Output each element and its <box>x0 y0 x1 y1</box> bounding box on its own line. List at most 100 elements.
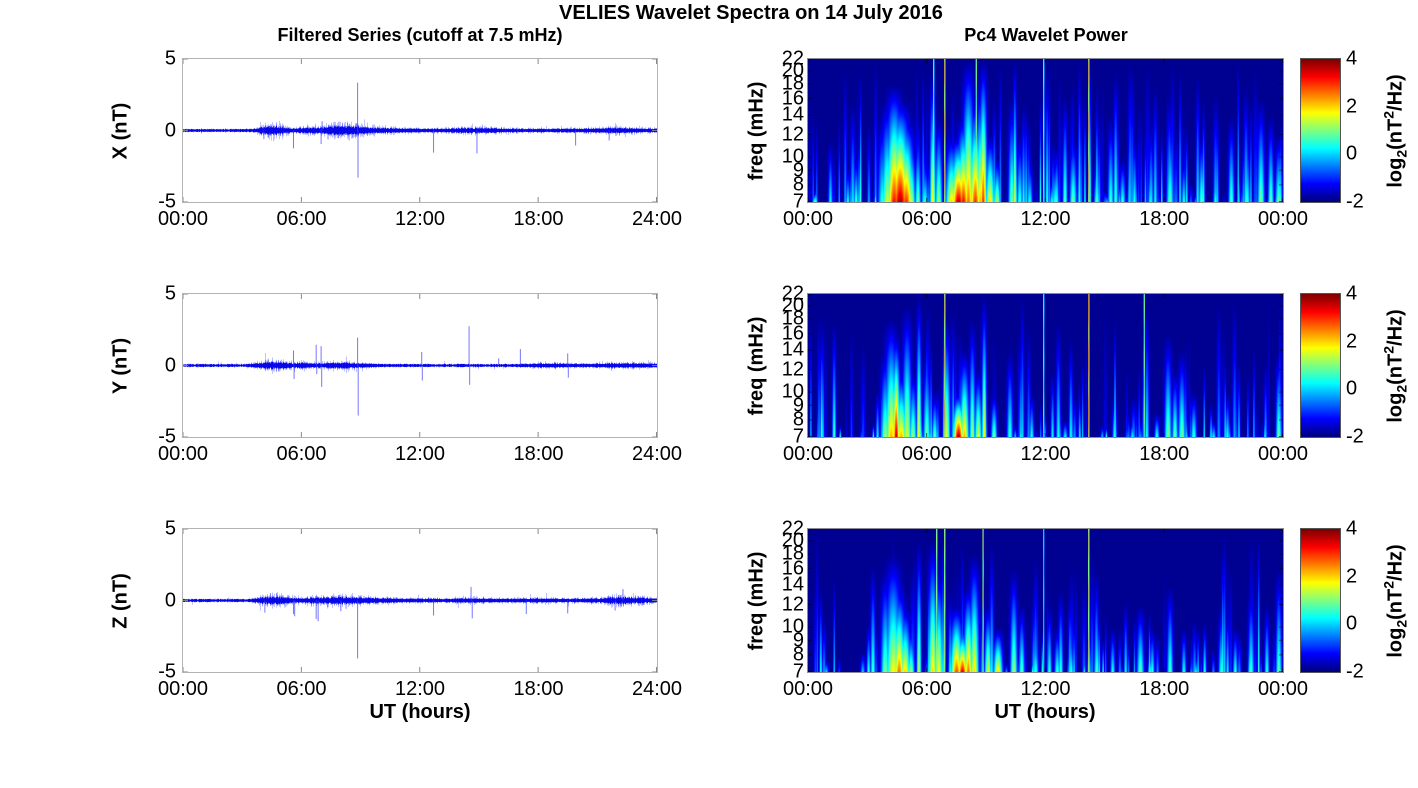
x-tick-label: 00:00 <box>1257 443 1309 465</box>
x-tick-label: 18:00 <box>513 208 564 230</box>
x-tick-label: 12:00 <box>394 443 446 465</box>
figure-title: VELIES Wavelet Spectra on 14 July 2016 <box>559 2 943 24</box>
x-tick-label: 12:00 <box>394 678 446 700</box>
x-tick-label: 00:00 <box>782 208 834 230</box>
z-wavelet-power-plot <box>808 529 1283 672</box>
freq-tick-label: 22 <box>781 517 804 540</box>
freq-tick-label: 14 <box>781 338 804 361</box>
x-tick-label: 06:00 <box>276 443 327 465</box>
x-tick-label: 00:00 <box>157 208 209 230</box>
freq-tick-label: 16 <box>781 557 804 580</box>
freq-tick-label: 9 <box>792 394 804 417</box>
right-column-title: Pc4 Wavelet Power <box>964 25 1128 45</box>
freq-tick-label: 20 <box>781 529 804 552</box>
x-tick-label: 12:00 <box>1020 443 1071 465</box>
y-tick-label: 5 <box>164 47 176 70</box>
z-wavelet-power-panel <box>807 528 1284 673</box>
x-tick-label: 12:00 <box>394 208 446 230</box>
z-wavelet-power-colorbar <box>1300 528 1341 673</box>
y-tick-label: -5 <box>158 190 176 213</box>
y-wavelet-power-y-axis-label: freq (mHz) <box>745 316 768 415</box>
x-filtered-series-y-axis-label: X (nT) <box>109 102 132 159</box>
x-wavelet-power-panel <box>807 58 1284 203</box>
x-tick-label: 12:00 <box>1020 208 1071 230</box>
x-wavelet-power-colorbar <box>1300 58 1341 203</box>
y-filtered-series-y-axis-label: Y (nT) <box>109 337 132 394</box>
x-tick-label: 12:00 <box>1020 678 1071 700</box>
colorbar-axis-label: log2(nT2/Hz) <box>1380 543 1410 658</box>
freq-tick-label: 7 <box>792 425 804 448</box>
colorbar-axis-label: log2(nT2/Hz) <box>1380 73 1410 188</box>
freq-tick-label: 20 <box>781 59 804 82</box>
freq-tick-label: 20 <box>781 294 804 317</box>
freq-tick-label: 22 <box>781 282 804 305</box>
colorbar-tick-label: 4 <box>1346 282 1358 305</box>
x-filtered-series-panel <box>182 58 658 203</box>
x-tick-label: 18:00 <box>1139 208 1190 230</box>
freq-tick-label: 9 <box>792 159 804 182</box>
y-wavelet-power-panel <box>807 293 1284 438</box>
freq-tick-label: 8 <box>792 643 804 666</box>
colorbar-tick-label: 0 <box>1346 377 1358 400</box>
freq-tick-label: 12 <box>781 123 804 146</box>
freq-tick-label: 16 <box>781 322 804 345</box>
freq-tick-label: 8 <box>792 173 804 196</box>
x-tick-label: 00:00 <box>157 443 209 465</box>
y-filtered-series-plot <box>183 294 657 437</box>
x-tick-label: 00:00 <box>157 678 209 700</box>
freq-tick-label: 10 <box>781 380 804 403</box>
freq-tick-label: 8 <box>792 408 804 431</box>
freq-tick-label: 7 <box>792 660 804 683</box>
y-tick-label: 0 <box>164 119 176 141</box>
x-tick-label: 18:00 <box>1139 443 1190 465</box>
y-wavelet-power-colorbar-gradient <box>1301 294 1340 437</box>
y-wavelet-power-colorbar <box>1300 293 1341 438</box>
x-axis-label-right: UT (hours) <box>994 701 1096 723</box>
x-tick-label: 06:00 <box>901 678 952 700</box>
y-wavelet-power-plot <box>808 294 1283 437</box>
freq-tick-label: 18 <box>781 542 804 565</box>
freq-tick-label: 12 <box>781 593 804 616</box>
colorbar-tick-label: 4 <box>1346 47 1358 70</box>
x-filtered-series-plot <box>183 59 657 202</box>
y-tick-label: -5 <box>158 660 176 683</box>
x-tick-label: 24:00 <box>631 443 683 465</box>
z-filtered-series-y-axis-label: Z (nT) <box>109 572 132 629</box>
colorbar-tick-label: -2 <box>1346 425 1364 448</box>
freq-tick-label: 18 <box>781 307 804 330</box>
freq-tick-label: 10 <box>781 145 804 168</box>
y-tick-label: 5 <box>164 517 176 540</box>
y-tick-label: 0 <box>164 589 176 611</box>
colorbar-tick-label: 0 <box>1346 142 1358 165</box>
freq-tick-label: 12 <box>781 358 804 381</box>
z-wavelet-power-y-axis-label: freq (mHz) <box>745 551 768 650</box>
x-wavelet-power-plot <box>808 59 1283 202</box>
freq-tick-label: 7 <box>792 190 804 213</box>
colorbar-tick-label: 2 <box>1346 330 1358 353</box>
x-tick-label: 24:00 <box>631 678 683 700</box>
y-filtered-series-panel <box>182 293 658 438</box>
freq-tick-label: 22 <box>781 47 804 70</box>
x-tick-label: 00:00 <box>1257 208 1309 230</box>
freq-tick-label: 9 <box>792 629 804 652</box>
y-tick-label: -5 <box>158 425 176 448</box>
x-tick-label: 24:00 <box>631 208 683 230</box>
x-tick-label: 18:00 <box>513 443 564 465</box>
x-wavelet-power-y-axis-label: freq (mHz) <box>745 81 768 180</box>
x-wavelet-power-colorbar-gradient <box>1301 59 1340 202</box>
x-tick-label: 06:00 <box>276 208 327 230</box>
freq-tick-label: 14 <box>781 573 804 596</box>
x-tick-label: 06:00 <box>276 678 327 700</box>
freq-tick-label: 16 <box>781 87 804 110</box>
x-tick-label: 06:00 <box>901 208 952 230</box>
y-tick-label: 5 <box>164 282 176 305</box>
colorbar-tick-label: -2 <box>1346 190 1364 213</box>
colorbar-tick-label: 0 <box>1346 612 1358 635</box>
z-filtered-series-plot <box>183 529 657 672</box>
freq-tick-label: 14 <box>781 103 804 126</box>
colorbar-tick-label: 4 <box>1346 517 1358 540</box>
x-axis-label-left: UT (hours) <box>369 701 471 723</box>
colorbar-tick-label: 2 <box>1346 565 1358 588</box>
y-tick-label: 0 <box>164 354 176 376</box>
colorbar-tick-label: 2 <box>1346 95 1358 118</box>
